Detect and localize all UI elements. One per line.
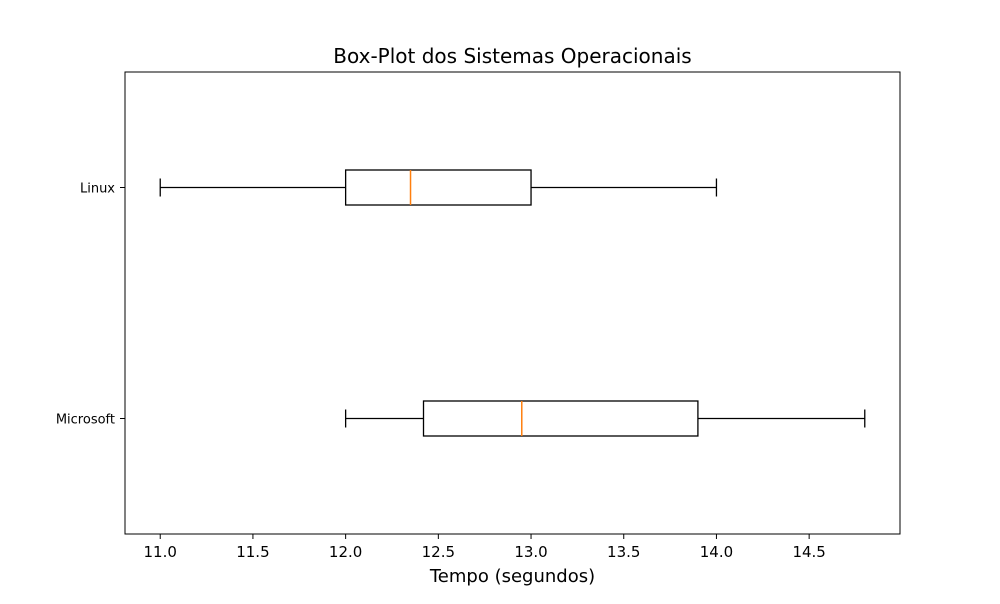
- x-tick-label: 13.5: [607, 543, 640, 561]
- chart-title: Box-Plot dos Sistemas Operacionais: [333, 44, 691, 68]
- x-tick-label: 11.0: [144, 543, 177, 561]
- x-tick-label: 12.0: [329, 543, 362, 561]
- x-tick-label: 13.0: [514, 543, 547, 561]
- box-iqr: [344, 169, 532, 206]
- x-tick-label: 11.5: [236, 543, 269, 561]
- plot-frame: [124, 71, 901, 535]
- x-tick-label: 14.5: [792, 543, 825, 561]
- box-iqr: [422, 400, 699, 437]
- x-axis-label: Tempo (segundos): [429, 566, 595, 587]
- plot-area: 11.0 11.5 12.0 12.5 13.0 13.5 14.0 14.5 Linux Mic…: [56, 71, 901, 561]
- x-tick-label: 12.5: [422, 543, 455, 561]
- y-tick-label: Linux: [80, 182, 115, 197]
- x-tick-label: 14.0: [700, 543, 733, 561]
- y-tick-label: Microsoft: [56, 413, 115, 428]
